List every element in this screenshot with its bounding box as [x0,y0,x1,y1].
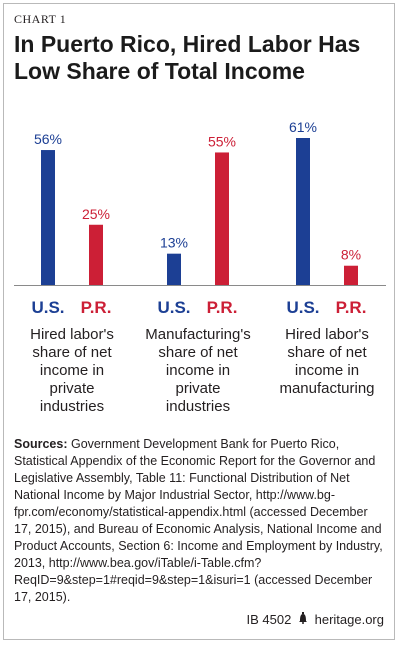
category-label-line: industries [39,398,105,415]
category-label-1: Manufacturing's share of net income in priv… [137,326,259,416]
category-label-line: share of net [32,344,112,361]
sources-text: Government Development Bank for Puerto R… [14,437,383,604]
category-label-line: income in [39,362,105,379]
series-label-us-0: U.S. [31,298,64,317]
category-label-line: income in [294,362,360,379]
sources-label: Sources: [14,437,68,451]
data-label-us-2: 61% [289,119,317,135]
series-label-pr-1: P.R. [207,298,238,317]
category-label-line: private [175,380,221,397]
bar-pr-1 [215,152,229,285]
chart-frame [3,3,395,640]
data-label-pr-0: 25% [82,206,110,222]
category-label-line: income in [165,362,231,379]
website-name: heritage.org [314,612,384,627]
series-label-pr-2: P.R. [336,298,367,317]
category-label-line: industries [165,398,231,415]
category-label-line: share of net [158,344,238,361]
series-label-us-2: U.S. [286,298,319,317]
bar-chart: 56% U.S. 25% P.R. 13% U.S. 55% P.R. 61% U.S. 8% P.R… [14,119,386,317]
category-label-line: Hired labor's [285,326,369,343]
data-label-pr-1: 55% [208,133,236,149]
data-label-pr-2: 8% [341,247,361,263]
liberty-bell-icon [298,612,308,627]
bar-us-2 [296,138,310,285]
category-label-line: Manufacturing's [145,326,251,343]
category-label-2: Hired labor's share of net income in manufa… [266,326,388,398]
bar-us-1 [167,253,181,285]
bar-pr-2 [344,265,358,285]
title-line-2: Low Share of Total Income [14,58,305,84]
footer: IB 4502 heritage.org [247,612,384,627]
category-label-line: manufacturing [279,380,375,397]
sources-note: Sources: Government Development Bank for… [14,436,386,606]
category-label-line: share of net [287,344,367,361]
bar-us-0 [41,150,55,285]
data-label-us-0: 56% [34,131,62,147]
category-label-line: Hired labor's [30,326,114,343]
chart-title: In Puerto Rico, Hired Labor Has Low Shar… [14,31,384,85]
category-label-line: private [49,380,95,397]
series-label-pr-0: P.R. [81,298,112,317]
category-label-0: Hired labor's share of net income in privat… [11,326,133,416]
series-label-us-1: U.S. [157,298,190,317]
publication-code: IB 4502 [246,612,292,627]
title-line-1: In Puerto Rico, Hired Labor Has [14,31,361,57]
bar-pr-0 [89,224,103,285]
chart-label: CHART 1 [14,12,67,26]
data-label-us-1: 13% [160,235,188,251]
